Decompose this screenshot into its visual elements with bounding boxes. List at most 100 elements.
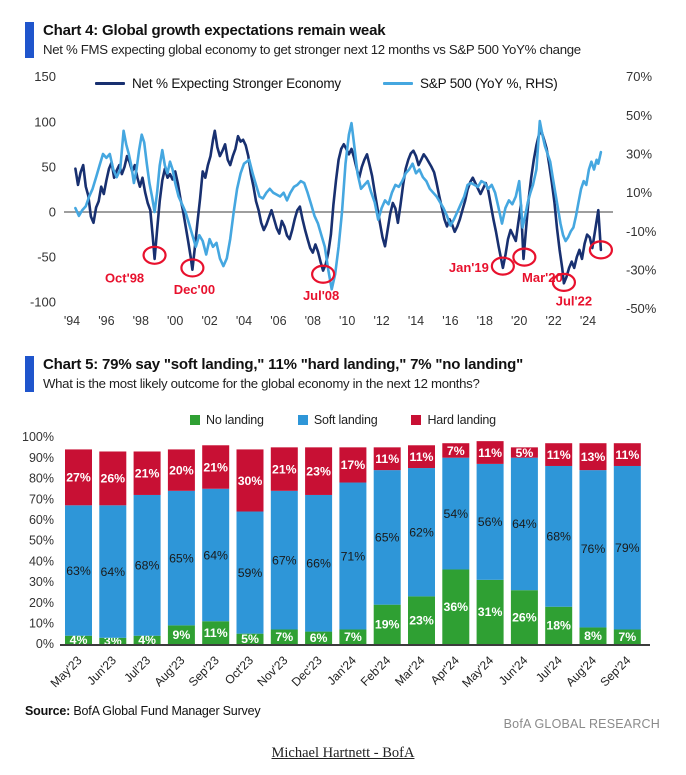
x-axis-tick: '94 (64, 314, 80, 328)
bar-segment-soft-landing (476, 463, 504, 580)
bar-segment-value-label: 21% (135, 467, 160, 481)
bar-segment-hard-landing (545, 443, 573, 466)
chart4-legend: Net % Expecting Stronger Economy S&P 500… (95, 76, 558, 91)
line-sp500-yoy (74, 119, 603, 291)
bar-segment-value-label: 56% (478, 515, 503, 529)
chart5-legend-label: Soft landing (313, 413, 378, 427)
chart5-title: Chart 5: 79% say "soft landing," 11% "ha… (43, 356, 523, 373)
chart4-subtitle: Net % FMS expecting global economy to ge… (43, 41, 581, 57)
bar-segment-value-label: 36% (443, 600, 468, 614)
x-category-label: May'24 (459, 653, 496, 690)
bar-segment-no-landing (476, 579, 504, 644)
chart5-legend: No landing Soft landing Hard landing (0, 413, 686, 427)
bar-segment-value-label: 11% (204, 626, 228, 640)
x-axis-tick: '16 (442, 314, 458, 328)
y-axis-tick: 40% (29, 554, 54, 568)
bar-segment-soft-landing (99, 505, 127, 638)
x-axis-tick: '96 (98, 314, 114, 328)
left-axis-tick: 100 (34, 114, 56, 129)
bar-segment-value-label: 30% (238, 474, 263, 488)
annotation-label: Jan'19 (449, 260, 489, 275)
bar-segment-soft-landing (579, 470, 607, 628)
bar-segment-value-label: 27% (66, 471, 91, 485)
bar-segment-hard-landing (476, 441, 504, 464)
left-axis-tick: 50 (42, 159, 56, 174)
bar-segment-no-landing (373, 604, 401, 644)
bar-segment-hard-landing (408, 445, 435, 469)
bar-segment-value-label: 71% (341, 549, 366, 563)
bar-segment-value-label: 7% (275, 630, 293, 644)
bar-segment-hard-landing (133, 451, 161, 495)
x-category-label: Mar'24 (392, 653, 428, 689)
bar-segment-hard-landing (339, 447, 367, 483)
bar-segment-value-label: 23% (409, 613, 434, 627)
annotation-label: Oct'98 (105, 270, 144, 285)
bar-segment-soft-landing (545, 465, 573, 607)
x-category-label: Sep'24 (597, 653, 633, 689)
author-link[interactable]: Michael Hartnett - BofA (271, 745, 415, 761)
bar-segment-value-label: 17% (341, 458, 366, 472)
chart4-accent-bar (25, 22, 34, 58)
line-swatch-navy (95, 81, 125, 86)
annotation-circle (142, 245, 167, 265)
x-axis-tick: '18 (477, 314, 493, 328)
bar-segment-value-label: 67% (272, 553, 297, 567)
source-label: Source: (25, 704, 71, 718)
bar-segment-hard-landing (613, 443, 641, 466)
bar-segment-value-label: 11% (615, 448, 639, 462)
bar-segment-value-label: 11% (547, 448, 571, 462)
line-swatch-lightblue (382, 81, 413, 86)
chart5-legend-item: Hard landing (411, 413, 496, 427)
x-category-label: Jul'23 (121, 653, 153, 685)
footer-link-wrap: Michael Hartnett - BofA (0, 744, 686, 762)
annotation-label: Mar'20 (522, 270, 563, 285)
bar-segment-value-label: 7% (447, 444, 465, 458)
annotation-circle (311, 264, 336, 284)
x-axis-tick: '22 (545, 314, 561, 328)
chart5-legend-label: No landing (206, 413, 264, 427)
y-axis-tick: 30% (29, 575, 54, 589)
x-axis-tick: '10 (339, 314, 355, 328)
bar-segment-value-label: 59% (238, 566, 263, 580)
x-category-label: Oct'23 (222, 653, 256, 687)
annotation-label: Dec'00 (174, 282, 215, 297)
x-axis-tick: '12 (373, 314, 389, 328)
bar-segment-value-label: 5% (516, 446, 534, 460)
left-axis-tick: 150 (34, 69, 56, 84)
legend-square-swatch (411, 415, 422, 425)
bar-segment-hard-landing (579, 443, 607, 471)
bar-segment-hard-landing (236, 449, 264, 512)
bar-segment-value-label: 18% (546, 619, 571, 633)
left-axis-tick: -100 (30, 295, 56, 310)
bar-segment-value-label: 11% (410, 450, 434, 464)
x-axis-tick: '20 (511, 314, 527, 328)
bar-segment-value-label: 54% (443, 507, 468, 521)
left-axis-tick: 0 (49, 205, 56, 220)
bar-segment-value-label: 20% (169, 463, 194, 477)
right-axis-tick: -30% (626, 262, 657, 277)
chart4-legend-label-sp500: S&P 500 (YoY %, RHS) (419, 76, 558, 91)
bar-segment-no-landing (99, 637, 127, 644)
bar-segment-value-label: 66% (306, 557, 331, 571)
x-category-label: Feb'24 (358, 653, 394, 689)
bar-segment-value-label: 31% (478, 605, 503, 619)
y-axis-tick: 10% (29, 617, 54, 631)
chart5-header: Chart 5: 79% say "soft landing," 11% "ha… (25, 356, 523, 392)
bar-segment-soft-landing (408, 468, 435, 597)
chart5-legend-item: No landing (190, 413, 264, 427)
chart5-legend-item: Soft landing (297, 413, 378, 427)
annotation-label: Jul'08 (303, 288, 339, 303)
bar-segment-soft-landing (236, 511, 264, 634)
bar-segment-soft-landing (133, 494, 161, 636)
bar-segment-no-landing (442, 569, 470, 644)
bar-segment-hard-landing (99, 451, 127, 506)
bar-segment-value-label: 11% (375, 452, 399, 466)
chart4-legend-label-net: Net % Expecting Stronger Economy (132, 76, 341, 91)
bar-segment-value-label: 6% (310, 631, 328, 645)
bar-segment-value-label: 65% (169, 551, 194, 565)
x-category-label: Dec'23 (289, 653, 325, 689)
source-note: Source: BofA Global Fund Manager Survey (25, 704, 261, 718)
bar-segment-soft-landing (339, 482, 367, 630)
bar-segment-soft-landing (305, 494, 333, 632)
